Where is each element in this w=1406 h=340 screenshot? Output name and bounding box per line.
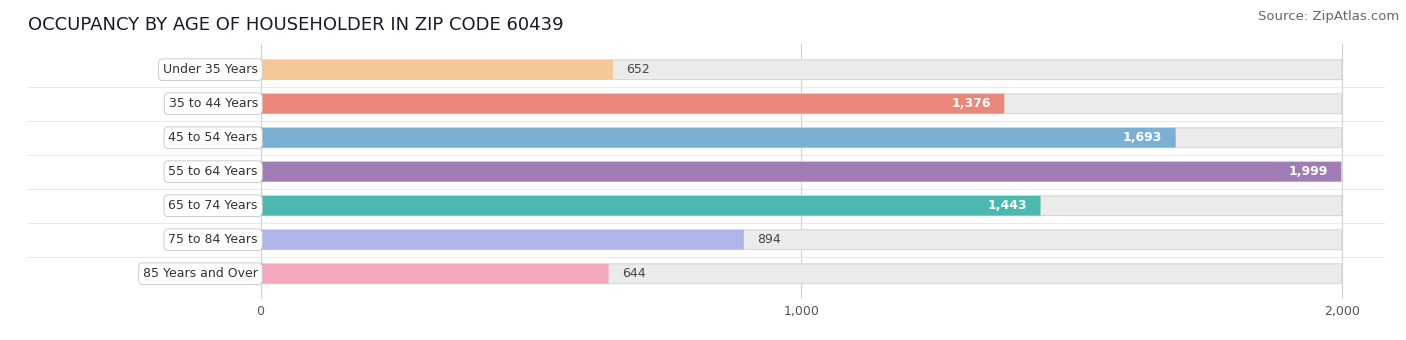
Text: 1,693: 1,693: [1123, 131, 1163, 144]
Text: 894: 894: [758, 233, 782, 246]
Text: OCCUPANCY BY AGE OF HOUSEHOLDER IN ZIP CODE 60439: OCCUPANCY BY AGE OF HOUSEHOLDER IN ZIP C…: [28, 16, 564, 34]
Text: 85 Years and Over: 85 Years and Over: [143, 267, 257, 280]
Text: 75 to 84 Years: 75 to 84 Years: [169, 233, 257, 246]
Text: 652: 652: [627, 63, 650, 76]
FancyBboxPatch shape: [260, 94, 1004, 114]
Text: 35 to 44 Years: 35 to 44 Years: [169, 97, 257, 110]
Text: Source: ZipAtlas.com: Source: ZipAtlas.com: [1258, 10, 1399, 23]
Text: 65 to 74 Years: 65 to 74 Years: [169, 199, 257, 212]
FancyBboxPatch shape: [260, 264, 1341, 284]
FancyBboxPatch shape: [260, 162, 1341, 182]
FancyBboxPatch shape: [260, 128, 1341, 148]
FancyBboxPatch shape: [260, 230, 744, 250]
FancyBboxPatch shape: [260, 230, 1341, 250]
FancyBboxPatch shape: [260, 60, 1341, 80]
FancyBboxPatch shape: [260, 128, 1175, 148]
Text: 1,376: 1,376: [952, 97, 991, 110]
Text: 1,443: 1,443: [987, 199, 1026, 212]
FancyBboxPatch shape: [260, 60, 613, 80]
Text: 45 to 54 Years: 45 to 54 Years: [169, 131, 257, 144]
FancyBboxPatch shape: [260, 196, 1341, 216]
FancyBboxPatch shape: [260, 196, 1040, 216]
Text: Under 35 Years: Under 35 Years: [163, 63, 257, 76]
FancyBboxPatch shape: [260, 94, 1341, 114]
FancyBboxPatch shape: [260, 264, 609, 284]
Text: 1,999: 1,999: [1288, 165, 1327, 178]
Text: 55 to 64 Years: 55 to 64 Years: [169, 165, 257, 178]
FancyBboxPatch shape: [260, 162, 1341, 182]
Text: 644: 644: [623, 267, 645, 280]
